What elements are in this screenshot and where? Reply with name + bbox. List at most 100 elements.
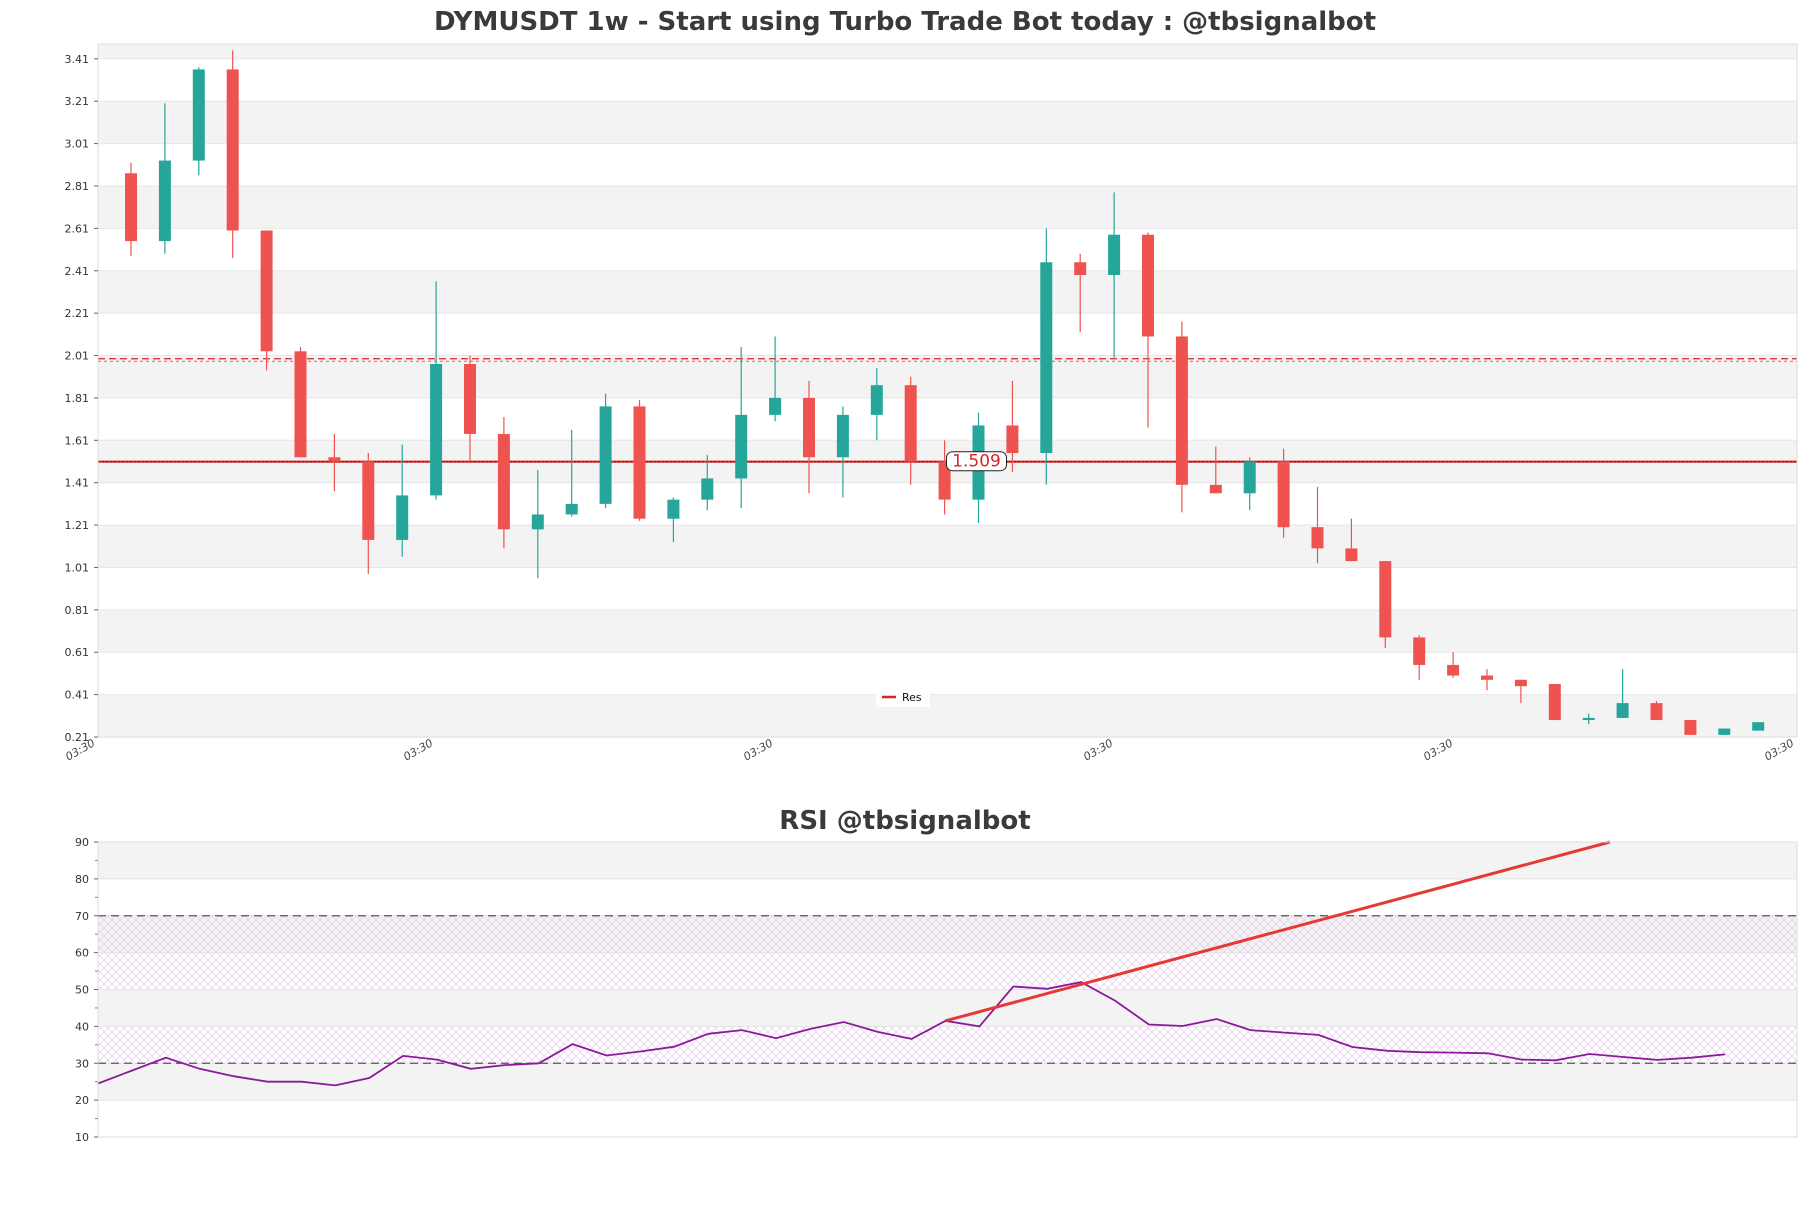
- price-x-tick-label: 03:30: [741, 736, 775, 763]
- candle-body: [1175, 336, 1188, 485]
- price-grid: [98, 58, 1797, 738]
- candle-body: [497, 433, 510, 530]
- price-y-tick-label: 2.41: [65, 265, 90, 278]
- price-y-tick-label: 0.81: [65, 604, 90, 617]
- candle-body: [938, 461, 951, 500]
- price-bands: [98, 44, 1797, 737]
- candle-body: [1345, 548, 1358, 562]
- price-x-tick-label: 03:30: [1421, 736, 1455, 763]
- rsi-bands: [98, 842, 1797, 1101]
- candle-body: [1413, 637, 1426, 665]
- price-y-tick-label: 3.21: [65, 95, 90, 108]
- rsi-line: [97, 981, 1726, 1087]
- price-frame: [97, 43, 1798, 738]
- candle-body: [260, 230, 273, 352]
- price-band: [98, 101, 1797, 144]
- rsi-y-tick-label: 30: [75, 1057, 89, 1070]
- candle-body: [1684, 720, 1697, 735]
- price-band: [98, 355, 1797, 398]
- candle-body: [1718, 728, 1731, 735]
- candle-body: [1650, 703, 1663, 721]
- candle-body: [1582, 717, 1595, 721]
- rsi-y-tick-label: 10: [75, 1131, 89, 1144]
- price-y-tick-label: 1.21: [65, 519, 90, 532]
- candle-body: [1481, 675, 1493, 680]
- candle-body: [226, 69, 239, 231]
- candle-body: [158, 160, 171, 242]
- price-chart-title: DYMUSDT 1w - Start using Turbo Trade Bot…: [434, 7, 1376, 37]
- price-y-tick-label: 3.01: [65, 138, 90, 151]
- candle-body: [735, 414, 748, 479]
- rsi-y-tick-label: 40: [75, 1020, 89, 1033]
- legend-box: [876, 687, 930, 707]
- candle-body: [1040, 262, 1053, 454]
- candle-body: [1447, 664, 1460, 676]
- candle-body: [396, 495, 409, 540]
- candle-body: [1142, 234, 1154, 337]
- candle-body: [1379, 561, 1392, 638]
- price-candles: [125, 50, 1765, 735]
- price-y-tick-label: 0.41: [65, 689, 90, 702]
- price-x-tick-label: 03:30: [401, 736, 435, 763]
- candle-body: [701, 478, 714, 500]
- candle-body: [531, 514, 544, 530]
- price-annotation: 1.509: [946, 451, 1007, 472]
- candle-body: [769, 397, 782, 415]
- candle-body: [464, 364, 476, 434]
- candle-body: [1006, 425, 1019, 454]
- candle-body: [1209, 484, 1222, 494]
- candle-body: [362, 461, 375, 540]
- rsi-trendline: [945, 840, 1611, 1023]
- candle-body: [599, 406, 612, 504]
- price-y-tick-label: 1.01: [65, 561, 90, 574]
- candle-body: [1548, 684, 1561, 721]
- rsi-lines: [97, 840, 1797, 1087]
- candle-body: [633, 406, 646, 519]
- price-band: [98, 525, 1797, 568]
- price-y-tick-label: 1.61: [65, 434, 90, 447]
- legend-label: Res: [902, 691, 922, 704]
- price-band: [98, 185, 1797, 229]
- rsi-y-tick-label: 80: [75, 873, 89, 886]
- price-y-tick-label: 2.01: [65, 350, 90, 363]
- candle-body: [192, 69, 205, 161]
- candle-body: [1514, 679, 1527, 687]
- price-band: [98, 694, 1797, 737]
- candle-body: [565, 503, 578, 515]
- price-y-tick-label: 2.61: [65, 222, 90, 235]
- rsi-hatched-band: [98, 1026, 1797, 1064]
- candle-body: [803, 397, 815, 458]
- price-y-tick-label: 0.61: [65, 646, 90, 659]
- candle-body: [125, 173, 137, 242]
- price-y-tick-label: 3.41: [65, 53, 90, 66]
- candle-body: [836, 414, 849, 458]
- price-y-tick-label: 1.81: [65, 392, 90, 405]
- candle-body: [667, 499, 680, 519]
- price-y-tick-label: 0.21: [65, 731, 90, 744]
- rsi-y-tick-label: 90: [75, 836, 89, 849]
- price-x-tick-label: 03:30: [1762, 736, 1796, 763]
- candle-body: [1752, 722, 1765, 731]
- price-x-tick-label: 03:30: [1081, 736, 1115, 763]
- price-y-tick-label: 1.41: [65, 477, 90, 490]
- candle-body: [870, 385, 883, 415]
- rsi-y-tick-label: 50: [75, 984, 89, 997]
- candle-body: [1616, 703, 1629, 718]
- price-legend: Res: [876, 687, 930, 707]
- price-band: [98, 270, 1797, 314]
- price-band: [98, 609, 1797, 653]
- price-axes: 0.21 0.41 0.61 0.81 1.01 1.21 1.41 1.61 1.81 2.01…: [63, 43, 1798, 764]
- rsi-y-tick-label: 60: [75, 947, 89, 960]
- rsi-band: [98, 842, 1797, 879]
- candle-body: [328, 457, 341, 462]
- price-annotation-label: 1.509: [952, 452, 1001, 472]
- price-y-tick-label: 2.81: [65, 180, 90, 193]
- candle-body: [430, 364, 443, 496]
- candle-body: [1243, 461, 1256, 494]
- candle-body: [1108, 234, 1121, 275]
- price-band: [98, 44, 1797, 59]
- candle-body: [294, 351, 307, 458]
- rsi-y-tick-label: 70: [75, 910, 89, 923]
